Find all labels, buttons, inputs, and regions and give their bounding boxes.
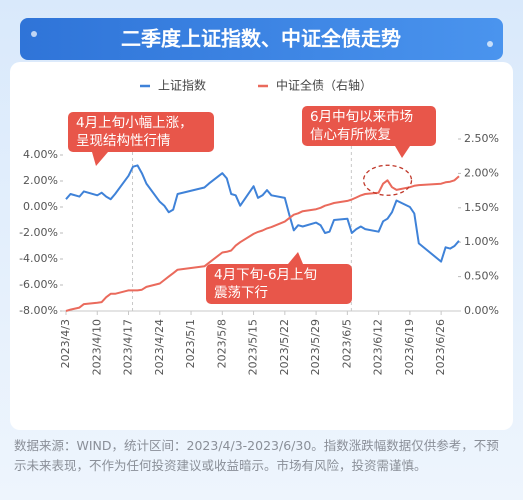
x-tick-label: 2023/6/5 [340, 319, 353, 368]
x-tick-label: 2023/6/12 [372, 319, 385, 375]
y-tick-label: 2.00% [23, 174, 58, 187]
series-line [65, 175, 460, 312]
callout-pointer [288, 252, 303, 264]
source-note: 数据来源：WIND，统计区间：2023/4/3-2023/6/30。指数涨跌幅数… [14, 438, 499, 473]
callout-box [302, 106, 436, 146]
y2-tick-label: 0.50% [464, 270, 499, 283]
y-tick-label: 4.00% [23, 148, 58, 161]
series-line [65, 164, 460, 263]
card [10, 62, 513, 430]
y-tick-label: -8.00% [19, 304, 58, 317]
callout-text: 信心有所恢复 [310, 126, 391, 143]
legend-label: 上证指数 [158, 78, 206, 93]
y-tick-label: -4.00% [19, 252, 58, 265]
x-tick-label: 2023/5/1 [184, 319, 197, 368]
y2-tick-label: 2.00% [464, 166, 499, 179]
y2-tick-label: 0.00% [464, 304, 499, 317]
callout-pointer [92, 152, 108, 166]
legend-label: 中证全债（右轴） [276, 78, 372, 93]
x-tick-label: 2023/6/19 [403, 319, 416, 375]
callout-text: 震荡下行 [214, 285, 268, 301]
x-tick-label: 2023/4/17 [122, 319, 135, 375]
x-tick-label: 2023/5/15 [247, 319, 260, 375]
x-tick-label: 2023/6/26 [434, 319, 447, 375]
callout-text: 6月中旬以来市场 [310, 108, 413, 125]
chart-title: 二季度上证指数、中证全债走势 [121, 27, 401, 51]
callout-box [206, 264, 352, 304]
sparkle [31, 31, 37, 37]
callout-pointer [395, 146, 410, 158]
sparkle [487, 41, 493, 47]
x-tick-label: 2023/5/22 [278, 319, 291, 375]
x-tick-label: 2023/4/3 [59, 319, 72, 368]
x-tick-label: 2023/4/24 [153, 319, 166, 375]
x-tick-label: 2023/5/29 [309, 319, 322, 375]
y-tick-label: -6.00% [19, 278, 58, 291]
y-tick-label: 0.00% [23, 200, 58, 213]
callout-text: 4月下旬-6月上旬 [214, 267, 317, 283]
callout-text: 呈现结构性行情 [76, 133, 171, 149]
highlight-ellipse [362, 164, 413, 196]
y2-tick-label: 1.50% [464, 201, 499, 214]
y-tick-label: -2.00% [19, 226, 58, 239]
callout-text: 4月上旬小幅上涨， [76, 115, 193, 131]
y2-tick-label: 2.50% [464, 132, 499, 145]
x-tick-label: 2023/5/8 [215, 319, 228, 368]
title-banner [20, 18, 503, 60]
callout-box [68, 112, 214, 152]
x-tick-label: 2023/4/10 [90, 319, 103, 375]
y2-tick-label: 1.00% [464, 235, 499, 248]
